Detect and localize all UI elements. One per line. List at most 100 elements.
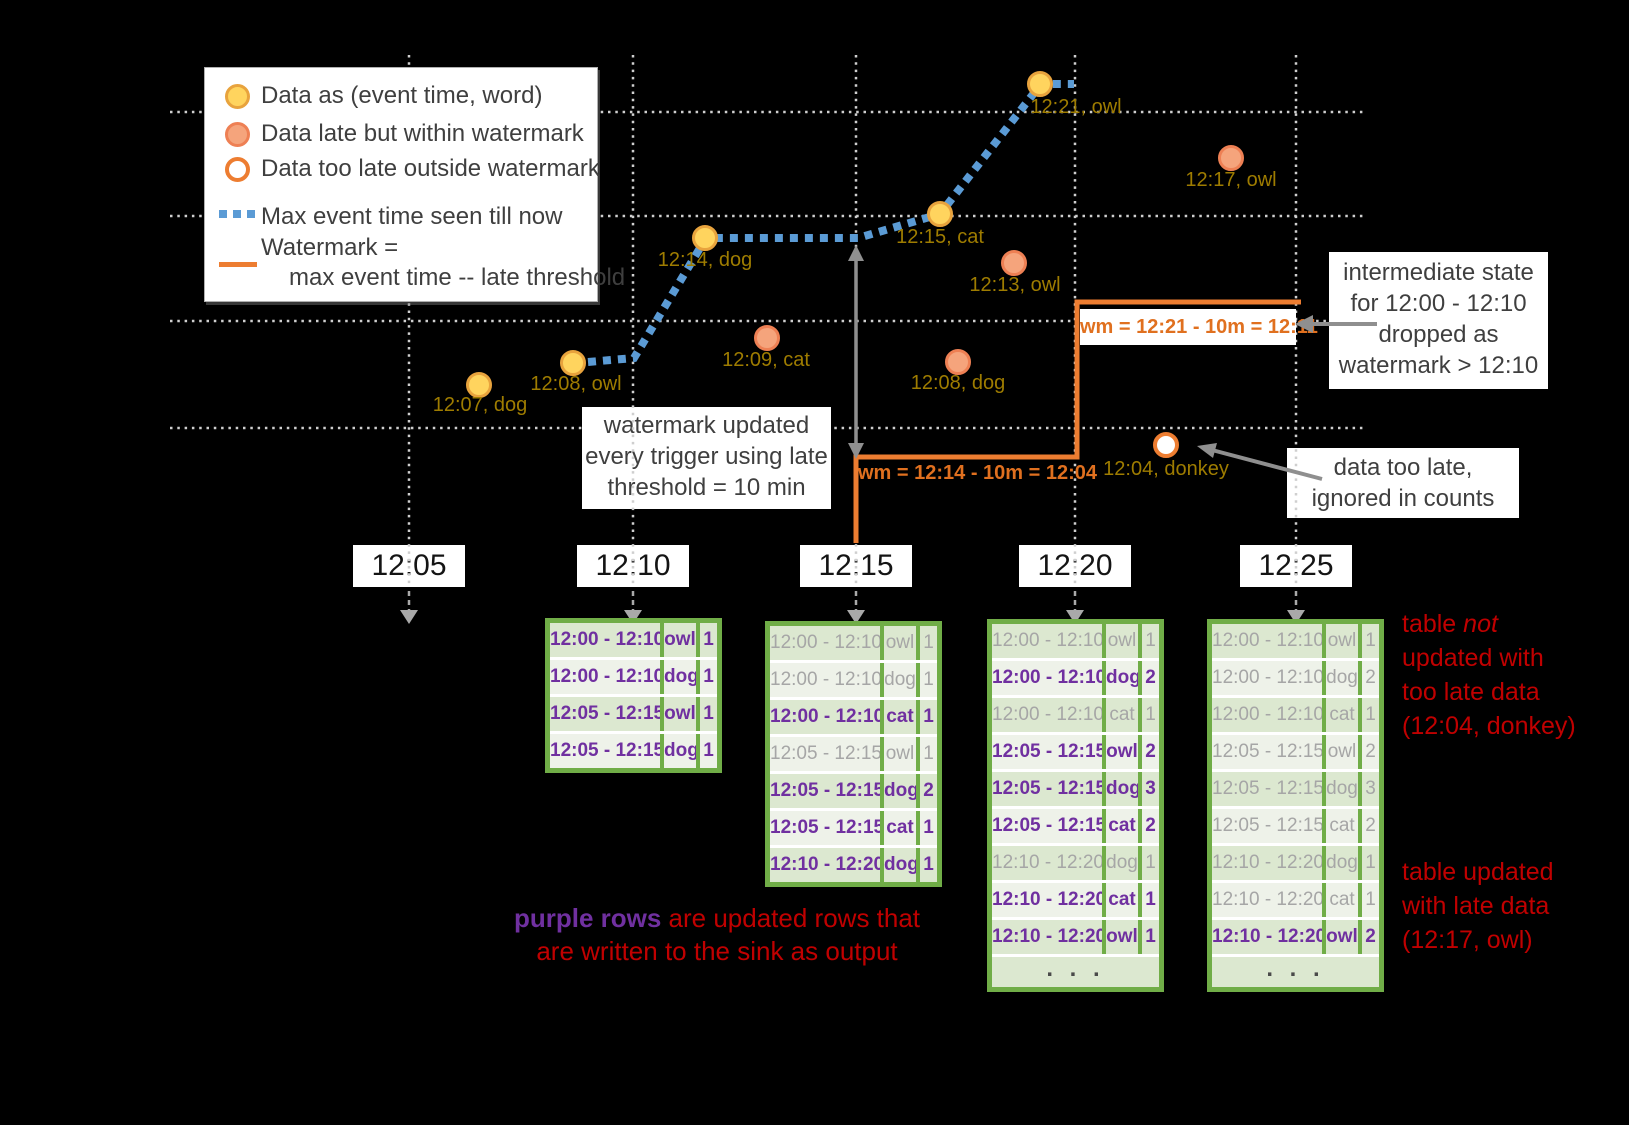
- table-row: 12:10 - 12:20 owl 2: [1212, 920, 1379, 954]
- table-cell: 1: [1362, 846, 1379, 880]
- table-row: 12:00 - 12:10 owl 1: [770, 626, 937, 660]
- table-row: 12:10 - 12:20 dog 1: [992, 846, 1159, 880]
- trigger-time-12:25: 12:25: [1240, 545, 1352, 587]
- table-row: 12:05 - 12:15 owl 2: [1212, 735, 1379, 769]
- legend: Data as (event time, word) Data late but…: [204, 67, 625, 302]
- data-point-late: [1218, 145, 1244, 171]
- data-point-label: 12:08, owl: [530, 373, 622, 395]
- table-cell: 12:00 - 12:10: [992, 624, 1102, 658]
- table-row: 12:05 - 12:15 dog 2: [770, 774, 937, 808]
- table-ellipsis-row: . . .: [1212, 957, 1379, 987]
- table-cell: owl: [1106, 920, 1138, 954]
- data-point-label: 12:04, donkey: [1103, 458, 1229, 480]
- legend-label: Data as (event time, word): [261, 82, 543, 109]
- table-row: 12:00 - 12:10 owl 1: [550, 623, 717, 657]
- table-cell: 12:05 - 12:15: [1212, 809, 1322, 843]
- table-cell: 12:05 - 12:15: [550, 697, 660, 731]
- trigger-arrow-icon: [400, 610, 418, 624]
- table-cell: 12:05 - 12:15: [770, 811, 880, 845]
- table-cell: 1: [700, 660, 717, 694]
- legend-label: max event time -- late threshold: [289, 264, 626, 291]
- table-row: 12:05 - 12:15 dog 3: [992, 772, 1159, 806]
- table-cell: 3: [1142, 772, 1159, 806]
- trigger-time-12:20: 12:20: [1019, 545, 1131, 587]
- data-point-label: 12:08, dog: [910, 372, 1006, 394]
- max-event-time-line: [587, 80, 1074, 366]
- trigger-time-12:05: 12:05: [353, 545, 465, 587]
- note-line: every trigger using late: [585, 443, 828, 470]
- table-cell: dog: [884, 663, 916, 697]
- note-line: with late data: [1402, 892, 1550, 920]
- table-cell: 2: [1362, 809, 1379, 843]
- note-line: watermark > 12:10: [1338, 352, 1539, 379]
- legend-label: Max event time seen till now: [261, 203, 563, 230]
- trigger-time-12:15: 12:15: [800, 545, 912, 587]
- too-late-point-icon: [225, 157, 250, 182]
- data-point-label: 12:09, cat: [722, 349, 810, 371]
- table-cell: 12:10 - 12:20: [1212, 920, 1322, 954]
- table-row: 12:00 - 12:10 dog 1: [550, 660, 717, 694]
- note-line: updated with: [1402, 644, 1544, 672]
- table-cell: 12:05 - 12:15: [992, 809, 1102, 843]
- data-point-ontime: [466, 372, 492, 398]
- data-point-late: [1001, 250, 1027, 276]
- table-row: 12:00 - 12:10 dog 2: [1212, 661, 1379, 695]
- data-point-toolate: [1153, 432, 1179, 458]
- table-cell: cat: [1106, 698, 1138, 732]
- table-cell: owl: [1106, 735, 1138, 769]
- table-cell: owl: [884, 626, 916, 660]
- table-cell: 12:05 - 12:15: [550, 734, 660, 768]
- table-cell: dog: [1326, 661, 1358, 695]
- table-cell: 1: [700, 623, 717, 657]
- table-cell: 12:00 - 12:10: [770, 700, 880, 734]
- table-row: 12:00 - 12:10 owl 1: [992, 624, 1159, 658]
- table-not-updated-note: table not updated with too late data (12…: [1402, 607, 1576, 743]
- table-cell: 2: [920, 774, 937, 808]
- wm-formula-1211: wm = 12:21 - 10m = 12:11: [1080, 309, 1318, 345]
- note-line: intermediate state: [1343, 259, 1534, 286]
- table-cell: cat: [1326, 883, 1358, 917]
- table-row: 12:05 - 12:15 dog 1: [550, 734, 717, 768]
- table-cell: 2: [1362, 920, 1379, 954]
- table-cell: 1: [920, 626, 937, 660]
- note-line: purple rows are updated rows that: [513, 903, 921, 933]
- data-point-label: 12:13, owl: [969, 274, 1061, 296]
- table-cell: 12:10 - 12:20: [992, 883, 1102, 917]
- note-line: watermark updated: [603, 412, 810, 439]
- table-cell: 12:10 - 12:20: [1212, 883, 1322, 917]
- table-cell: 1: [920, 848, 937, 882]
- too-late-ignored-note: data too late, ignored in counts: [1287, 448, 1519, 518]
- table-cell: 12:05 - 12:15: [992, 772, 1102, 806]
- table-ellipsis-row: . . .: [992, 957, 1159, 987]
- table-cell: dog: [884, 848, 916, 882]
- table-cell: 1: [1362, 624, 1379, 658]
- table-cell: 1: [1142, 883, 1159, 917]
- data-point-label: 12:17, owl: [1185, 169, 1277, 191]
- legend-label: Data late but within watermark: [261, 120, 584, 147]
- data-point-ontime: [1027, 71, 1053, 97]
- table-cell: owl: [1106, 624, 1138, 658]
- table-cell: 2: [1362, 661, 1379, 695]
- table-row: 12:00 - 12:10 dog 2: [992, 661, 1159, 695]
- table-cell: owl: [1326, 735, 1358, 769]
- table-cell: 12:05 - 12:15: [992, 735, 1102, 769]
- table-cell: cat: [884, 811, 916, 845]
- table-cell: owl: [884, 737, 916, 771]
- result-table-12:15: 12:00 - 12:10 owl 1 12:00 - 12:10 dog 1 12:00 …: [765, 621, 942, 887]
- table-cell: 12:10 - 12:20: [992, 846, 1102, 880]
- table-cell: 12:10 - 12:20: [1212, 846, 1322, 880]
- table-row: 12:05 - 12:15 cat 2: [1212, 809, 1379, 843]
- table-row: 12:10 - 12:20 dog 1: [1212, 846, 1379, 880]
- note-line: data too late,: [1333, 454, 1473, 481]
- table-cell: 1: [920, 811, 937, 845]
- table-cell: 2: [1142, 661, 1159, 695]
- legend-label: Data too late outside watermark: [261, 155, 600, 182]
- table-cell: 12:00 - 12:10: [992, 661, 1102, 695]
- note-line: table not: [1402, 610, 1498, 638]
- table-cell: dog: [1326, 846, 1358, 880]
- table-cell: 1: [920, 737, 937, 771]
- note-line: table updated: [1402, 858, 1554, 886]
- data-point-label: 12:15, cat: [896, 226, 984, 248]
- table-row: 12:05 - 12:15 cat 2: [992, 809, 1159, 843]
- table-cell: 1: [920, 700, 937, 734]
